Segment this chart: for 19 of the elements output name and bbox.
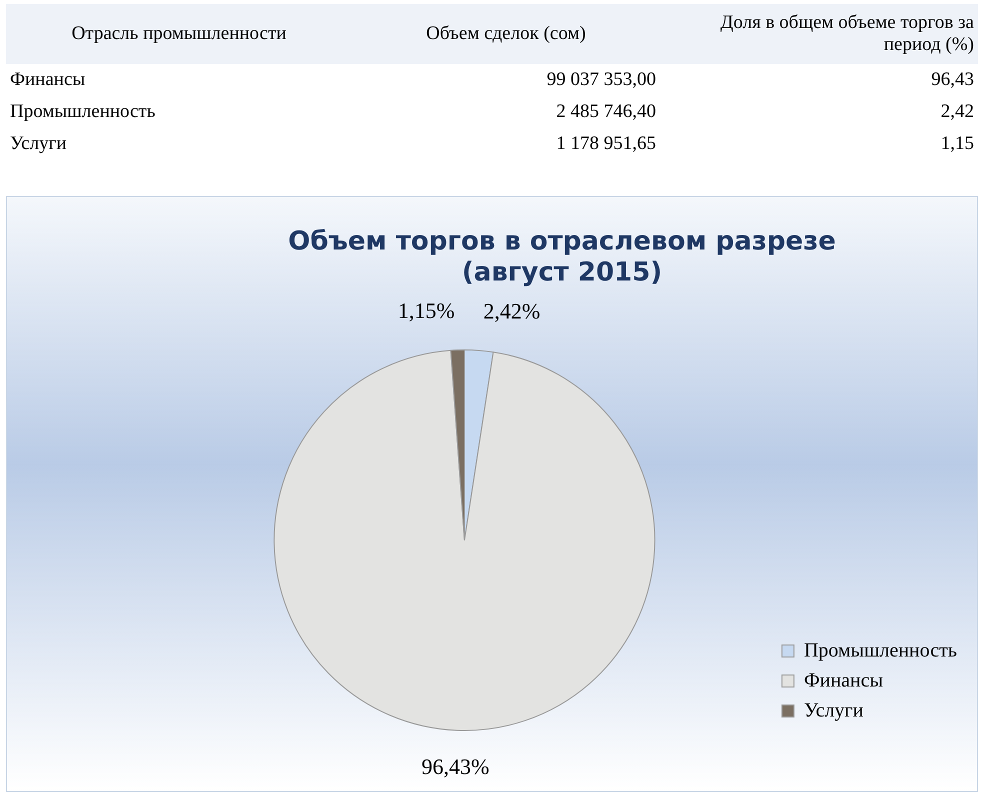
data-label: 99 037 353,00 [546, 68, 657, 92]
data-label: 96,43% [421, 754, 490, 780]
text: Доля в общем объеме торгов за период (%) [660, 4, 978, 64]
chart-title: Объем торгов в отраслевом разрезе (август 2015) [288, 226, 836, 288]
data-label: 1,15% [398, 298, 455, 323]
legend-label: Промышленность [804, 639, 958, 662]
text: Объем сделок (сом) [352, 4, 660, 64]
category-label: Услуги [9, 132, 68, 156]
data-label: 2 485 746,40 [555, 100, 657, 124]
legend-label: Услуги [804, 699, 864, 722]
data-label: 96,43 [930, 68, 975, 92]
data-label: 1 178 951,65 [555, 132, 657, 156]
legend-label: Финансы [804, 669, 884, 692]
category-label: Промышленность [9, 100, 156, 124]
data-label: 2,42 [940, 100, 975, 124]
data-label: 2,42% [483, 298, 540, 324]
text: Отрасль промышленности [6, 4, 352, 64]
data-label: 1,15 [940, 132, 975, 156]
category-label: Финансы [9, 68, 86, 92]
